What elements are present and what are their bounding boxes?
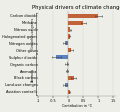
Bar xyxy=(56,55,68,59)
Bar xyxy=(68,34,70,39)
Bar xyxy=(68,90,70,94)
Bar xyxy=(68,76,74,80)
Text: Aerosols: Aerosols xyxy=(31,67,35,82)
Bar xyxy=(67,69,68,73)
Bar xyxy=(68,20,83,25)
Bar xyxy=(65,83,68,87)
Bar xyxy=(68,27,70,32)
Bar xyxy=(68,14,98,18)
X-axis label: Contribution in °C: Contribution in °C xyxy=(62,104,93,108)
Bar xyxy=(65,41,68,45)
Title: Physical drivers of climate change: Physical drivers of climate change xyxy=(32,5,120,10)
Bar xyxy=(67,62,68,66)
Text: Greenhouse gases: Greenhouse gases xyxy=(31,17,35,49)
Bar xyxy=(68,48,71,52)
